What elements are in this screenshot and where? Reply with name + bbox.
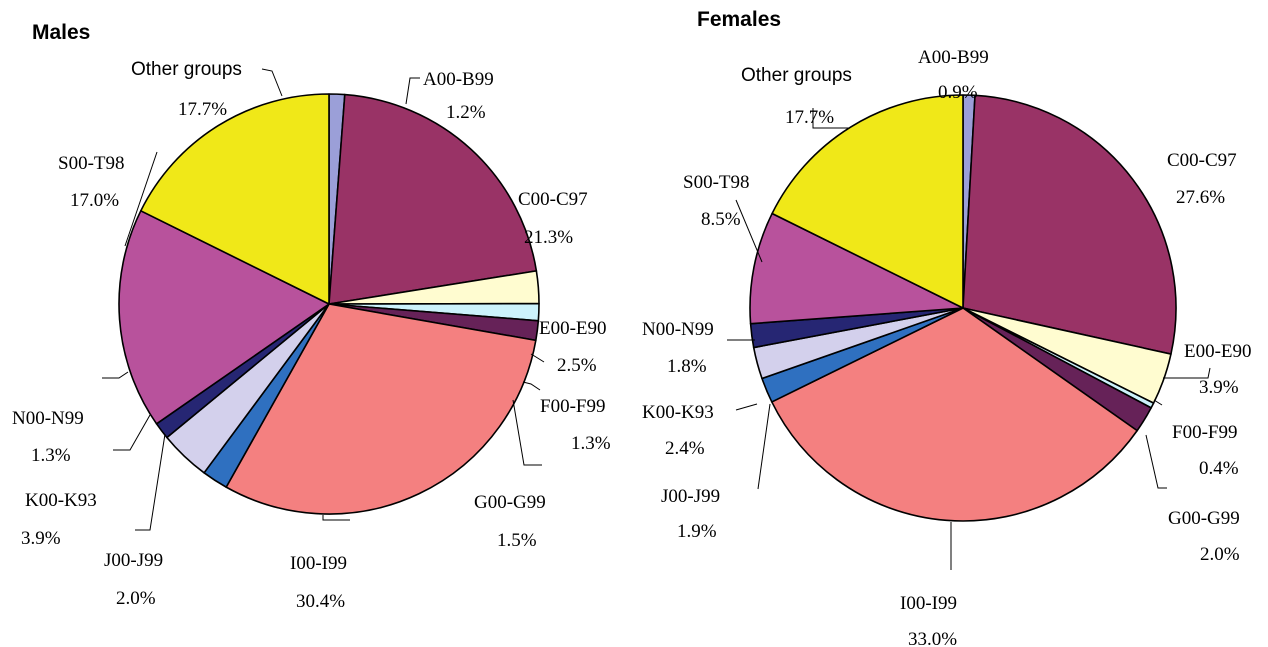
females-label-c00-c97: C00-C97 <box>1167 150 1237 171</box>
females-label-k00-k93: K00-K93 <box>642 402 714 423</box>
males-value-e00-e90: 2.5% <box>557 355 597 376</box>
females-label-a00-b99: A00-B99 <box>918 47 989 68</box>
females-label-s00-t98: S00-T98 <box>683 172 750 193</box>
males-label-other-groups: Other groups <box>131 59 242 80</box>
females-label-i00-i99: I00-I99 <box>900 593 957 614</box>
females-leader-s00-t98 <box>735 199 763 263</box>
females-leader-f00-f99 <box>1153 399 1163 406</box>
males-value-a00-b99: 1.2% <box>446 102 486 123</box>
females-value-g00-g99: 2.0% <box>1200 544 1240 565</box>
females-chart-title: Females <box>697 8 781 31</box>
males-leader-i00-i99 <box>322 515 350 521</box>
females-label-g00-g99: G00-G99 <box>1168 508 1240 529</box>
males-leader-e00-e90 <box>530 353 545 363</box>
males-leader-k00-k93 <box>113 414 151 451</box>
females-slice-s00-t98 <box>749 212 964 325</box>
females-value-other-groups: 17.7% <box>785 107 834 128</box>
females-leader-e00-e90 <box>1163 367 1211 379</box>
males-label-k00-k93: K00-K93 <box>25 490 97 511</box>
females-value-f00-f99: 0.4% <box>1199 458 1239 479</box>
males-leader-j00-j99 <box>135 433 166 531</box>
males-value-other-groups: 17.7% <box>178 99 227 120</box>
females-value-j00-j99: 1.9% <box>677 521 717 542</box>
females-value-k00-k93: 2.4% <box>665 438 705 459</box>
males-value-i00-i99: 30.4% <box>296 591 345 612</box>
males-value-s00-t98: 17.0% <box>70 190 119 211</box>
males-value-n00-n99: 1.3% <box>31 445 71 466</box>
males-leader-other-groups <box>261 68 283 97</box>
females-slice-i00-i99 <box>771 307 1138 522</box>
males-slice-other-groups <box>140 93 330 305</box>
females-label-other-groups: Other groups <box>741 65 852 86</box>
males-label-s00-t98: S00-T98 <box>58 153 125 174</box>
males-slice-i00-i99 <box>225 303 537 515</box>
males-label-j00-j99: J00-J99 <box>104 550 163 571</box>
females-leader-j00-j99 <box>757 403 771 490</box>
females-value-c00-c97: 27.6% <box>1176 187 1225 208</box>
males-slice-c00-c97 <box>328 93 538 305</box>
females-label-j00-j99: J00-J99 <box>661 486 720 507</box>
females-leader-lines <box>727 108 1211 570</box>
males-leader-a00-b99 <box>405 77 420 105</box>
males-labels: A00-B99 1.2% C00-C97 21.3% E00-E90 2.5% … <box>12 59 611 612</box>
females-value-e00-e90: 3.9% <box>1199 377 1239 398</box>
males-leader-g00-g99 <box>512 399 542 466</box>
females-slice-c00-c97 <box>962 94 1177 355</box>
males-label-f00-f99: F00-F99 <box>540 396 605 417</box>
males-label-e00-e90: E00-E90 <box>539 318 607 339</box>
males-leader-s00-t98 <box>124 151 158 247</box>
males-value-j00-j99: 2.0% <box>116 588 156 609</box>
females-label-e00-e90: E00-E90 <box>1184 341 1252 362</box>
females-value-s00-t98: 8.5% <box>701 209 741 230</box>
males-label-i00-i99: I00-I99 <box>290 553 347 574</box>
females-value-n00-n99: 1.8% <box>667 356 707 377</box>
females-label-f00-f99: F00-F99 <box>1172 422 1237 443</box>
males-slice-s00-t98 <box>118 210 330 425</box>
males-value-g00-g99: 1.5% <box>497 530 537 551</box>
males-chart-title: Males <box>32 21 90 44</box>
males-leader-lines <box>102 68 545 531</box>
males-value-f00-f99: 1.3% <box>571 433 611 454</box>
females-labels: A00-B99 0.9% C00-C97 27.6% E00-E90 3.9% … <box>642 47 1252 647</box>
males-pie <box>118 93 540 515</box>
males-leader-f00-f99 <box>522 381 541 391</box>
males-leader-n00-n99 <box>102 371 129 379</box>
females-leader-g00-g99 <box>1145 434 1167 489</box>
males-label-n00-n99: N00-N99 <box>12 408 84 429</box>
males-value-k00-k93: 3.9% <box>21 528 61 549</box>
females-slice-other-groups <box>771 94 964 309</box>
females-leader-k00-k93 <box>735 403 758 411</box>
females-pie <box>749 94 1177 522</box>
males-chart: Males A00-B99 1.2% C00-C97 21.3% E00-E90… <box>12 21 611 612</box>
males-label-g00-g99: G00-G99 <box>474 492 546 513</box>
males-value-c00-c97: 21.3% <box>524 227 573 248</box>
males-label-a00-b99: A00-B99 <box>423 69 494 90</box>
females-value-i00-i99: 33.0% <box>908 629 957 647</box>
females-chart: Females A00-B99 0.9% C00-C97 27.6% E00-E… <box>642 8 1252 647</box>
females-value-a00-b99: 0.9% <box>938 82 978 103</box>
females-label-n00-n99: N00-N99 <box>642 319 714 340</box>
females-leader-other-groups <box>812 108 850 129</box>
males-label-c00-c97: C00-C97 <box>518 189 588 210</box>
